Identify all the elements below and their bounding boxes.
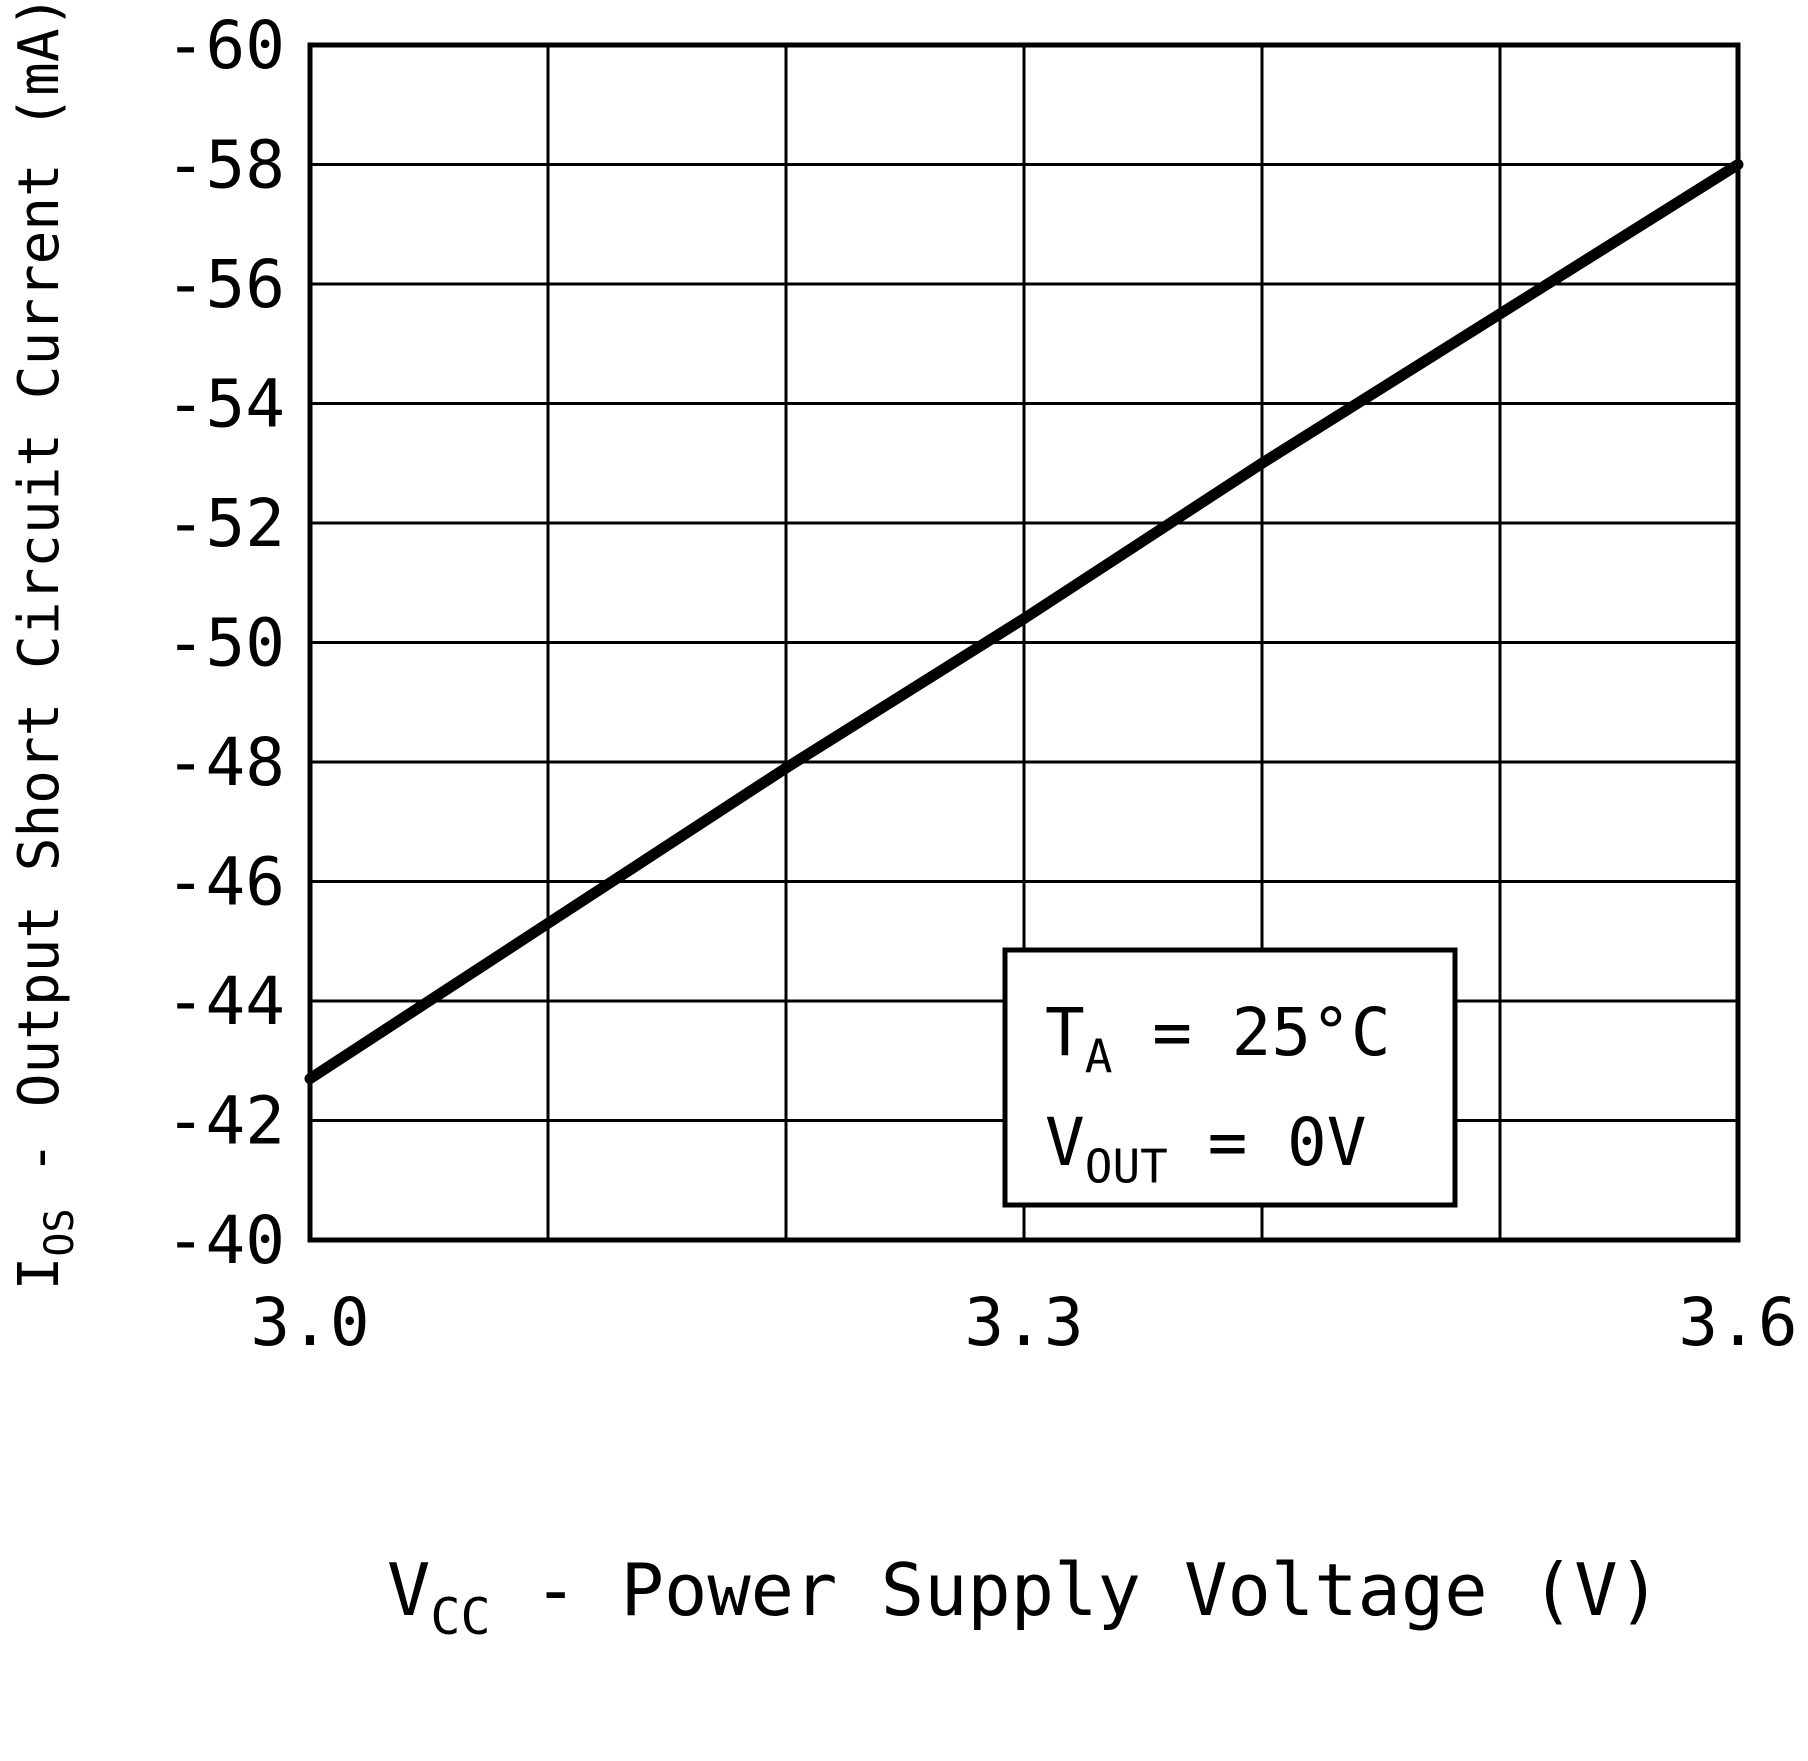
annotation-box-border [1002,947,1458,1208]
y-tick-label: -60 [166,7,285,84]
x-tick-label: 3.0 [250,1284,369,1361]
x-axis-title: VCC - Power Supply Voltage (V) [387,1548,1661,1646]
y-tick-label: -58 [166,127,285,204]
y-tick-label: -42 [166,1083,285,1160]
y-tick-label: -54 [166,366,285,443]
plot-border [307,42,1741,1243]
x-tick-label: 3.6 [1678,1284,1797,1361]
y-tick-label: -50 [166,605,285,682]
y-axis-title: IOS - Output Short Circuit Current (mA) [7,0,83,1290]
annotation-box: TA = 25°C VOUT = 0V [1002,947,1458,1208]
annotation-line: TA = 25°C [1045,994,1391,1083]
annotation-line: VOUT = 0V [1045,1104,1367,1193]
y-tick-label: -46 [166,844,285,921]
y-tick-label: -52 [166,485,285,562]
y-tick-label: -40 [166,1202,285,1279]
x-tick-label: 3.3 [964,1284,1083,1361]
data-line-ios [304,159,1744,1085]
y-tick-label: -48 [166,724,285,801]
y-tick-label: -56 [166,246,285,323]
y-tick-label: -44 [166,963,285,1040]
